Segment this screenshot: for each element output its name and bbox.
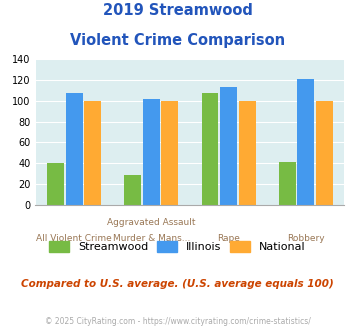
Bar — [316, 101, 333, 205]
Bar — [47, 163, 64, 205]
Text: All Violent Crime: All Violent Crime — [36, 234, 112, 243]
Bar — [220, 87, 237, 205]
Text: © 2025 CityRating.com - https://www.cityrating.com/crime-statistics/: © 2025 CityRating.com - https://www.city… — [45, 317, 310, 326]
Bar — [162, 101, 178, 205]
Text: 2019 Streamwood: 2019 Streamwood — [103, 3, 252, 18]
Bar — [84, 101, 101, 205]
Text: Compared to U.S. average. (U.S. average equals 100): Compared to U.S. average. (U.S. average … — [21, 279, 334, 289]
Bar — [297, 79, 314, 205]
Bar — [239, 101, 256, 205]
Bar — [279, 162, 296, 205]
Bar — [202, 93, 218, 205]
Bar — [124, 175, 141, 205]
Text: Robbery: Robbery — [287, 234, 324, 243]
Bar — [143, 99, 160, 205]
Bar — [66, 93, 83, 205]
Text: Rape: Rape — [217, 234, 240, 243]
Text: Aggravated Assault: Aggravated Assault — [107, 218, 196, 227]
Text: Violent Crime Comparison: Violent Crime Comparison — [70, 33, 285, 48]
Legend: Streamwood, Illinois, National: Streamwood, Illinois, National — [45, 237, 310, 257]
Text: Murder & Mans...: Murder & Mans... — [113, 234, 190, 243]
